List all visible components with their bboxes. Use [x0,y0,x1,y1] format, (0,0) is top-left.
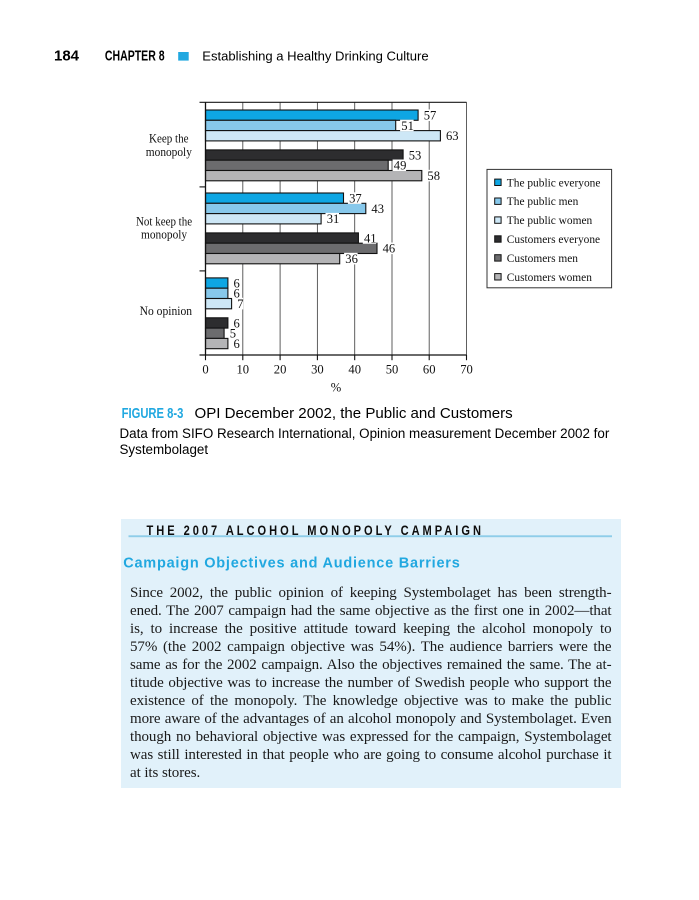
svg-text:6: 6 [234,337,240,351]
svg-text:Campaign Objectives and Audien: Campaign Objectives and Audience Barrier… [123,556,460,572]
svg-text:THE 2007 ALCOHOL MONOPOLY CAMP: THE 2007 ALCOHOL MONOPOLY CAMPAIGN [146,522,480,539]
svg-text:Keep the: Keep the [149,131,189,146]
svg-text:No opinion: No opinion [140,303,193,318]
svg-text:63: 63 [446,129,459,143]
svg-text:36: 36 [345,252,358,266]
svg-text:The public women: The public women [507,215,593,227]
svg-text:51: 51 [401,119,414,133]
svg-text:41: 41 [364,231,377,245]
svg-text:OPI December 2002, the Public: OPI December 2002, the Public and Custom… [195,405,514,422]
svg-text:monopoly: monopoly [146,144,193,159]
svg-text:30: 30 [311,363,324,377]
svg-text:Customers men: Customers men [507,253,578,265]
svg-text:50: 50 [386,363,399,377]
svg-text:6: 6 [234,316,240,330]
svg-text:40: 40 [348,363,361,377]
svg-text:The public everyone: The public everyone [507,177,601,189]
svg-text:Customers everyone: Customers everyone [507,234,600,246]
svg-text:6: 6 [234,276,240,290]
svg-text:CHAPTER 8: CHAPTER 8 [105,48,165,65]
svg-text:Systembolaget: Systembolaget [120,442,209,457]
svg-text:49: 49 [394,159,407,173]
svg-text:The public men: The public men [507,196,579,208]
svg-text:%: % [331,380,342,394]
svg-text:6: 6 [234,287,240,301]
svg-text:53: 53 [409,148,422,162]
svg-text:monopoly: monopoly [141,227,188,242]
svg-text:Data from SIFO Research Intern: Data from SIFO Research International, O… [120,426,610,441]
svg-text:58: 58 [427,169,440,183]
svg-text:70: 70 [460,363,473,377]
svg-text:FIGURE 8-3: FIGURE 8-3 [122,405,184,422]
svg-text:184: 184 [54,48,80,65]
svg-text:Establishing a Healthy Drinkin: Establishing a Healthy Drinking Culture [202,48,428,63]
svg-text:60: 60 [423,363,436,377]
svg-text:0: 0 [202,363,208,377]
svg-text:31: 31 [327,212,340,226]
svg-text:Customers women: Customers women [507,272,592,284]
svg-text:20: 20 [274,363,287,377]
svg-text:7: 7 [237,297,243,311]
svg-text:5: 5 [230,327,236,341]
svg-text:Not keep the: Not keep the [136,213,192,228]
svg-text:10: 10 [237,363,250,377]
svg-text:37: 37 [349,192,362,206]
svg-text:57: 57 [424,109,437,123]
svg-text:46: 46 [383,242,396,256]
svg-text:43: 43 [371,202,384,216]
